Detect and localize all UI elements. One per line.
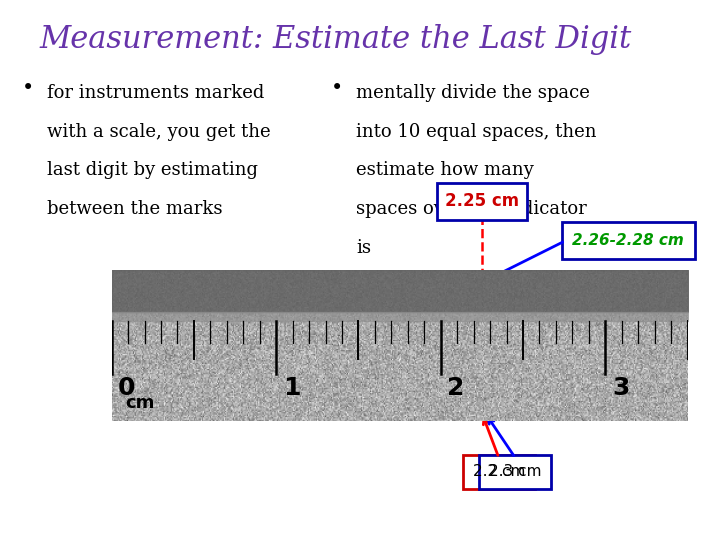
Text: 2: 2 [447, 376, 464, 400]
Text: •: • [331, 78, 343, 98]
Text: last digit by estimating: last digit by estimating [47, 161, 258, 179]
Text: 2.3 cm: 2.3 cm [489, 464, 541, 480]
Text: 3: 3 [612, 376, 629, 400]
Text: •: • [22, 78, 34, 98]
Text: mentally divide the space: mentally divide the space [356, 84, 590, 102]
FancyBboxPatch shape [480, 455, 552, 489]
Text: into 10 equal spaces, then: into 10 equal spaces, then [356, 123, 597, 140]
Text: Measurement: Estimate the Last Digit: Measurement: Estimate the Last Digit [40, 24, 632, 55]
Text: 2.25 cm: 2.25 cm [445, 192, 519, 211]
Text: 2.2 cm: 2.2 cm [472, 464, 525, 480]
Text: is: is [356, 239, 372, 257]
Text: cm: cm [125, 394, 154, 412]
Text: 2.26-2.28 cm: 2.26-2.28 cm [572, 233, 684, 248]
FancyBboxPatch shape [562, 222, 695, 259]
Text: between the marks: between the marks [47, 200, 222, 218]
Text: 1: 1 [283, 376, 300, 400]
Text: spaces over the indicator: spaces over the indicator [356, 200, 587, 218]
Text: 0: 0 [118, 376, 135, 400]
Text: with a scale, you get the: with a scale, you get the [47, 123, 271, 140]
FancyBboxPatch shape [463, 455, 535, 489]
Text: for instruments marked: for instruments marked [47, 84, 264, 102]
FancyBboxPatch shape [437, 183, 527, 220]
Text: estimate how many: estimate how many [356, 161, 534, 179]
